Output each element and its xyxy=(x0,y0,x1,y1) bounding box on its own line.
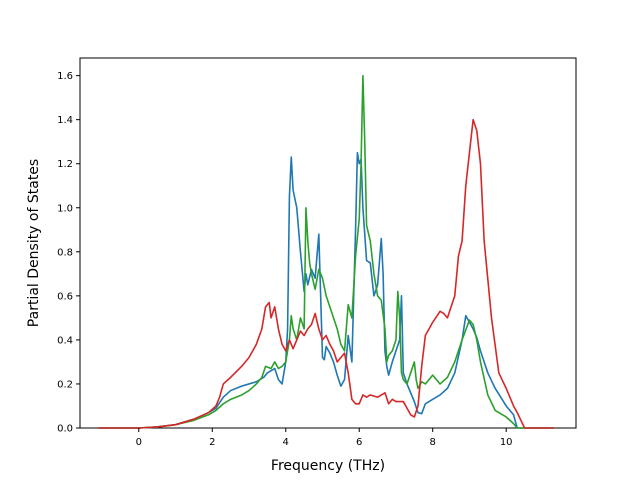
plot-area xyxy=(79,57,577,429)
y-tick-label: 0.2 xyxy=(57,379,73,390)
x-tick-label: 0 xyxy=(136,437,142,448)
axes-frame xyxy=(79,57,577,429)
x-tick-label: 4 xyxy=(283,437,289,448)
y-tick-label: 1.6 xyxy=(57,71,73,82)
series-layer xyxy=(98,74,554,429)
y-tick-label: 0.0 xyxy=(57,424,73,435)
x-tick-label: 2 xyxy=(209,437,215,448)
x-tick-label: 8 xyxy=(430,437,436,448)
series-line-2 xyxy=(98,74,554,429)
x-tick-label: 6 xyxy=(356,437,362,448)
x-tick-label: 10 xyxy=(500,437,513,448)
x-axis-label: Frequency (THz) xyxy=(271,458,385,474)
y-tick-label: 1.0 xyxy=(57,203,73,214)
y-tick-label: 0.8 xyxy=(57,247,73,258)
y-axis-ticks: 0.0 0.2 0.4 0.6 0.8 1.0 1.2 1.4 1.6 xyxy=(57,71,80,435)
y-tick-label: 0.4 xyxy=(57,335,73,346)
series-line-3 xyxy=(98,118,554,429)
y-tick-label: 1.2 xyxy=(57,159,73,170)
y-tick-label: 1.4 xyxy=(57,115,73,126)
y-tick-label: 0.6 xyxy=(57,291,73,302)
x-axis-ticks: 0 2 4 6 8 10 xyxy=(136,428,513,448)
y-axis-label: Partial Density of States xyxy=(26,159,42,327)
